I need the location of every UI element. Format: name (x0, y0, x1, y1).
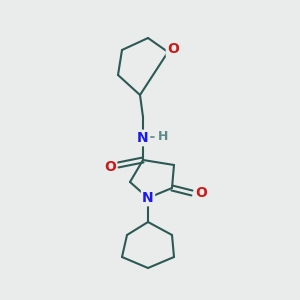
Text: O: O (104, 160, 116, 174)
Text: H: H (158, 130, 168, 142)
Text: N: N (137, 131, 149, 145)
Text: O: O (167, 42, 179, 56)
Text: O: O (195, 186, 207, 200)
Text: N: N (142, 191, 154, 205)
